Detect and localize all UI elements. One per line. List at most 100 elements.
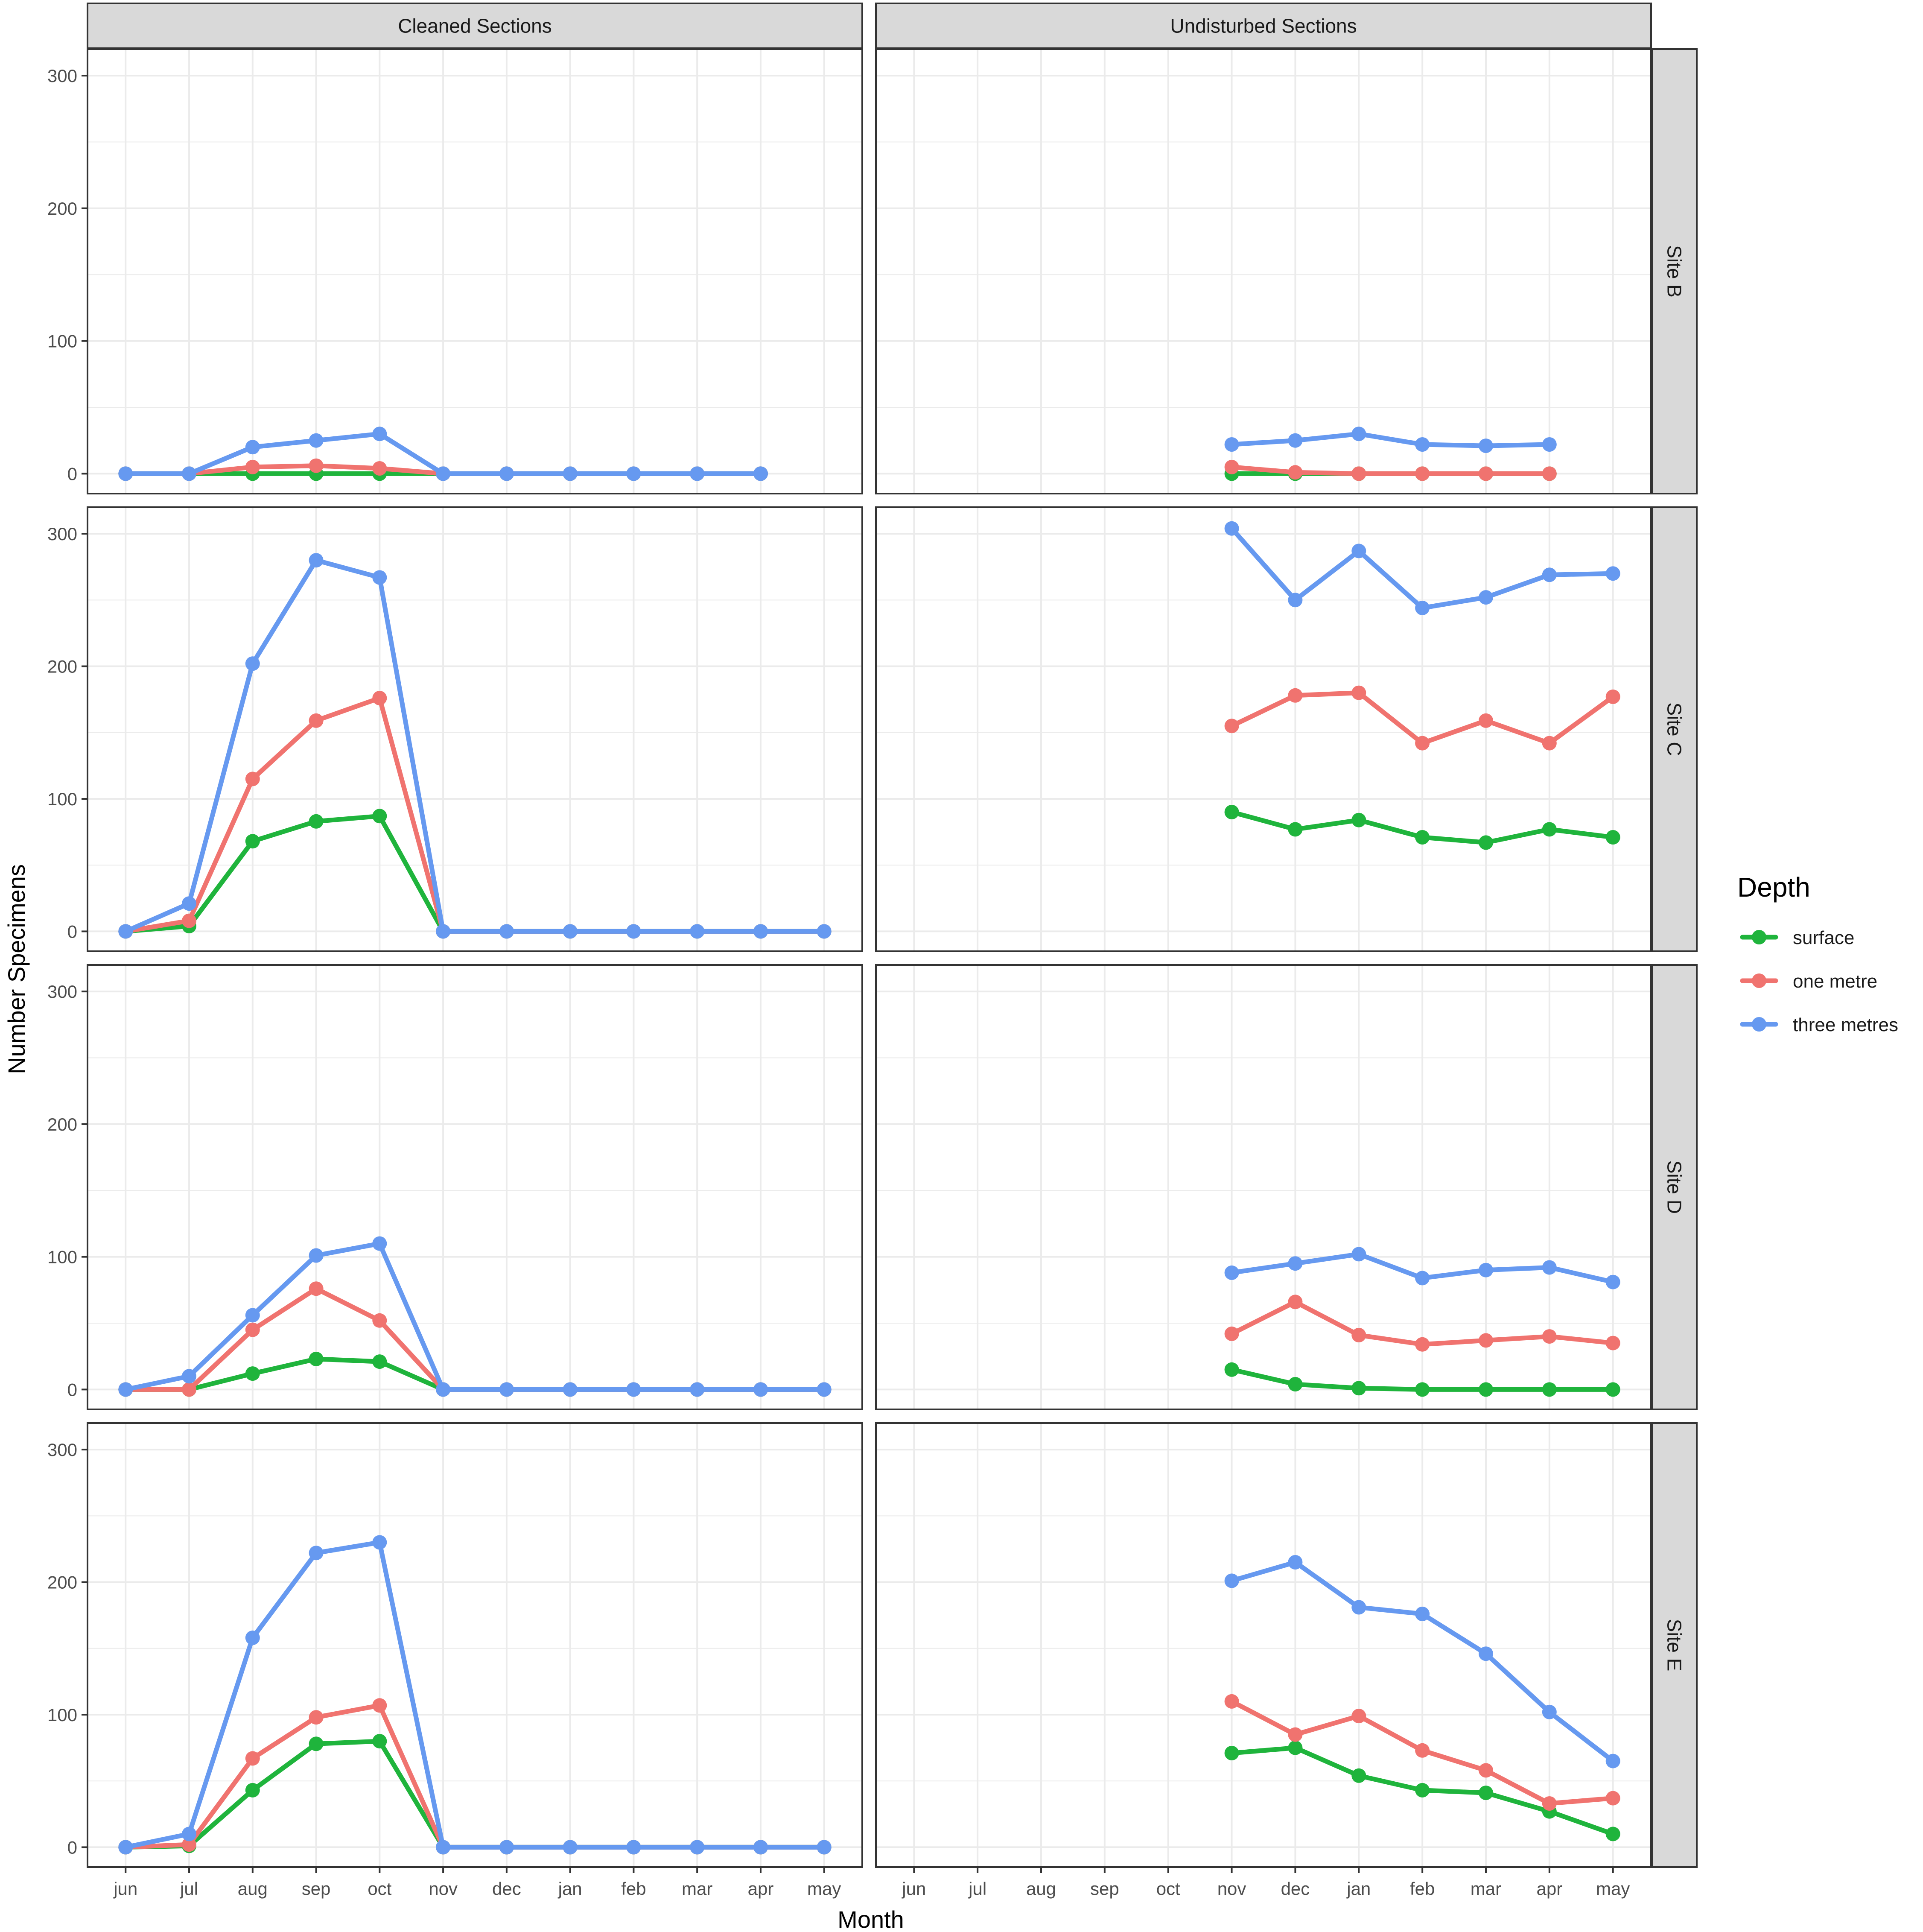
x-tick-label: may: [1596, 1879, 1630, 1899]
data-point-one-metre-jul: [182, 1382, 196, 1397]
panel-site-b-cleaned-sections: [87, 48, 863, 494]
x-tick-label: oct: [368, 1879, 391, 1899]
legend-label: surface: [1793, 927, 1854, 948]
data-point-one-metre-apr: [1542, 736, 1557, 751]
data-point-three-metres-sep: [309, 1248, 324, 1263]
data-point-three-metres-apr: [1542, 1260, 1557, 1275]
data-point-one-metre-mar: [1479, 1763, 1493, 1778]
row-strip-label: Site E: [1663, 1619, 1686, 1672]
x-tick-label: mar: [1471, 1879, 1501, 1899]
data-point-three-metres-feb: [1415, 600, 1430, 615]
data-point-surface-may: [1605, 1382, 1620, 1397]
data-point-three-metres-mar: [1479, 438, 1493, 453]
data-point-one-metre-dec: [1288, 1727, 1303, 1742]
data-point-three-metres-apr: [753, 924, 768, 939]
row-strip-label: Site B: [1663, 245, 1686, 298]
data-point-three-metres-jun: [118, 466, 133, 481]
data-point-one-metre-mar: [1479, 466, 1493, 481]
panel-data-site-e-cleaned-sections: [118, 1535, 832, 1855]
data-point-one-metre-nov: [1224, 719, 1239, 734]
data-point-three-metres-sep: [309, 1546, 324, 1561]
y-tick-label: 300: [47, 982, 77, 1002]
y-axis-site-c: 0 100 200 300: [47, 524, 88, 941]
strip-background: [875, 3, 1652, 49]
x-tick-label: jun: [113, 1879, 137, 1899]
row-strip-site-e: Site E: [1651, 1422, 1698, 1868]
column-strip-cleaned-sections: Cleaned Sections: [87, 3, 863, 49]
y-tick-label: 100: [47, 331, 77, 351]
data-point-three-metres-oct: [372, 1535, 387, 1550]
y-tick-label: 200: [47, 199, 77, 219]
data-point-three-metres-jun: [118, 1840, 133, 1855]
data-point-three-metres-feb: [626, 1840, 641, 1855]
legend-key-point: [1752, 1017, 1766, 1032]
data-point-three-metres-may: [1605, 566, 1620, 581]
y-tick-label: 0: [67, 1380, 77, 1400]
data-point-surface-nov: [1224, 1362, 1239, 1377]
x-tick-label: may: [807, 1879, 841, 1899]
data-point-three-metres-nov: [436, 1382, 451, 1397]
data-point-one-metre-jan: [1351, 685, 1366, 700]
y-axis-site-d: 0 100 200 300: [47, 982, 88, 1400]
strip-background: [87, 3, 863, 49]
data-point-three-metres-jan: [563, 466, 578, 481]
data-point-three-metres-apr: [1542, 437, 1557, 452]
x-axis-cleaned-sections: jun jul aug sep oct nov dec jan feb mar apr may: [113, 1867, 841, 1899]
panel-site-c-cleaned-sections: [87, 506, 863, 952]
panel-background: [88, 507, 862, 951]
data-point-surface-sep: [309, 1351, 324, 1366]
data-point-surface-nov: [1224, 805, 1239, 819]
x-tick-label: oct: [1156, 1879, 1180, 1899]
legend-label: three metres: [1793, 1014, 1898, 1035]
data-point-one-metre-apr: [1542, 466, 1557, 481]
series-three-metres: [1224, 521, 1620, 615]
data-point-three-metres-feb: [626, 924, 641, 939]
data-point-three-metres-oct: [372, 427, 387, 441]
panel-data-site-c-undisturbed-sections: [1224, 521, 1620, 850]
data-point-three-metres-nov: [436, 1840, 451, 1855]
data-point-surface-sep: [309, 814, 324, 829]
series-surface: [1224, 1362, 1620, 1397]
data-point-three-metres-oct: [372, 1236, 387, 1251]
data-point-three-metres-dec: [1288, 1256, 1303, 1271]
y-tick-label: 100: [47, 789, 77, 809]
data-point-three-metres-dec: [1288, 433, 1303, 448]
data-point-three-metres-dec: [499, 1382, 514, 1397]
panel-background: [88, 49, 862, 494]
data-point-surface-oct: [372, 1734, 387, 1749]
data-point-three-metres-nov: [1224, 1573, 1239, 1588]
series-one-metre: [1224, 1295, 1620, 1352]
data-point-three-metres-jan: [563, 1382, 578, 1397]
data-point-three-metres-mar: [690, 1382, 705, 1397]
series-three-metres: [118, 553, 832, 939]
data-point-one-metre-may: [1605, 1336, 1620, 1350]
panel-background: [88, 1423, 862, 1867]
data-point-one-metre-apr: [1542, 1329, 1557, 1344]
data-point-three-metres-nov: [436, 466, 451, 481]
data-point-three-metres-jan: [563, 1840, 578, 1855]
strip-background: [1651, 506, 1698, 952]
data-point-surface-apr: [1542, 1382, 1557, 1397]
panel-background: [876, 965, 1651, 1409]
data-point-one-metre-aug: [245, 772, 260, 786]
y-tick-label: 200: [47, 657, 77, 677]
strip-background: [1651, 48, 1698, 494]
series-three-metres: [1224, 1555, 1620, 1768]
data-point-one-metre-nov: [1224, 459, 1239, 474]
data-point-three-metres-may: [1605, 1754, 1620, 1768]
data-point-three-metres-aug: [245, 656, 260, 671]
panel-background: [876, 507, 1651, 951]
data-point-one-metre-mar: [1479, 713, 1493, 728]
data-point-one-metre-oct: [372, 1313, 387, 1328]
strip-background: [1651, 964, 1698, 1410]
data-point-surface-nov: [1224, 1746, 1239, 1760]
data-point-three-metres-feb: [626, 466, 641, 481]
panel-site-e-cleaned-sections: [87, 1422, 863, 1868]
data-point-three-metres-aug: [245, 440, 260, 455]
data-point-three-metres-oct: [372, 570, 387, 585]
y-tick-label: 0: [67, 1837, 77, 1857]
y-tick-label: 200: [47, 1572, 77, 1593]
data-point-one-metre-feb: [1415, 466, 1430, 481]
x-tick-label: feb: [621, 1879, 646, 1899]
data-point-one-metre-feb: [1415, 1337, 1430, 1352]
